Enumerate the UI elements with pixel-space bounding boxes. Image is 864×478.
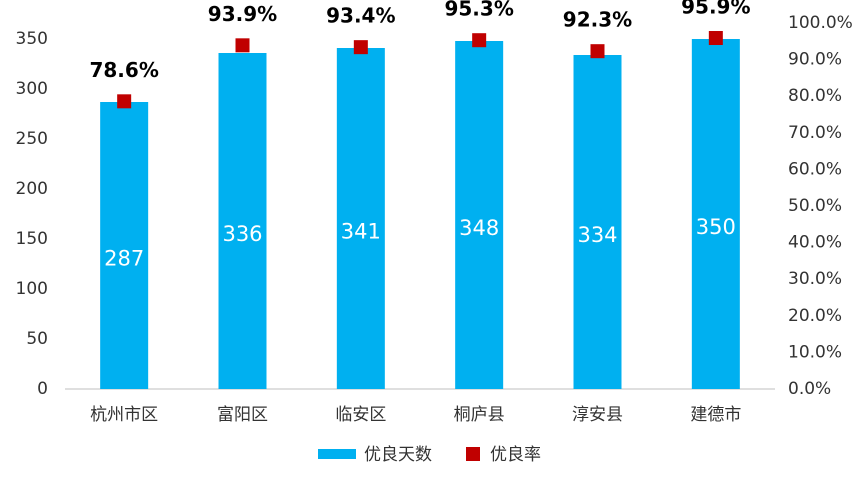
marker	[590, 44, 605, 59]
bar	[336, 48, 385, 389]
marker-value-label: 78.6%	[89, 58, 158, 82]
y2-tick-label: 80.0%	[788, 86, 842, 106]
legend-swatch	[318, 449, 356, 459]
bar-value-label: 287	[104, 247, 144, 271]
bar-value-label: 341	[341, 220, 381, 244]
marker	[117, 94, 132, 109]
x-tick-label: 富阳区	[217, 405, 268, 425]
y-tick-label: 250	[16, 129, 48, 149]
marker-value-label: 93.4%	[326, 4, 395, 28]
bar-value-label: 348	[459, 216, 499, 240]
y2-tick-label: 0.0%	[788, 379, 831, 399]
legend-label: 优良率	[490, 445, 541, 465]
y2-tick-label: 60.0%	[788, 159, 842, 179]
bar-value-label: 350	[696, 215, 736, 239]
y2-tick-label: 50.0%	[788, 196, 842, 216]
bar	[455, 41, 504, 389]
x-tick-label: 桐庐县	[454, 405, 505, 425]
x-tick-label: 建德市	[690, 405, 741, 425]
x-tick-label: 淳安县	[572, 405, 623, 425]
bar	[218, 53, 267, 389]
legend-swatch	[466, 447, 480, 461]
y2-tick-label: 10.0%	[788, 342, 842, 362]
y2-tick-label: 30.0%	[788, 269, 842, 289]
y2-tick-label: 100.0%	[788, 13, 853, 33]
y2-tick-label: 90.0%	[788, 50, 842, 70]
marker	[353, 40, 368, 55]
y-tick-label: 150	[16, 229, 48, 249]
y-tick-label: 50	[26, 329, 48, 349]
y-tick-label: 0	[37, 379, 48, 399]
marker	[235, 38, 250, 53]
y-tick-label: 300	[16, 79, 48, 99]
bar	[573, 55, 622, 389]
marker-value-label: 92.3%	[563, 8, 632, 32]
y-tick-label: 100	[16, 279, 48, 299]
x-tick-label: 杭州市区	[90, 405, 158, 425]
marker-value-label: 95.3%	[444, 0, 513, 21]
marker	[708, 31, 723, 46]
x-tick-label: 临安区	[335, 405, 386, 425]
marker	[472, 33, 487, 48]
y2-tick-label: 70.0%	[788, 123, 842, 143]
bar-value-label: 334	[577, 223, 617, 247]
bar	[691, 39, 740, 389]
bar	[100, 102, 149, 389]
marker-value-label: 95.9%	[681, 0, 750, 19]
y-tick-label: 200	[16, 179, 48, 199]
bar-value-label: 336	[222, 222, 262, 246]
y2-tick-label: 40.0%	[788, 233, 842, 253]
y2-tick-label: 20.0%	[788, 306, 842, 326]
legend-label: 优良天数	[364, 445, 432, 465]
marker-value-label: 93.9%	[208, 2, 277, 26]
y-tick-label: 350	[16, 29, 48, 49]
